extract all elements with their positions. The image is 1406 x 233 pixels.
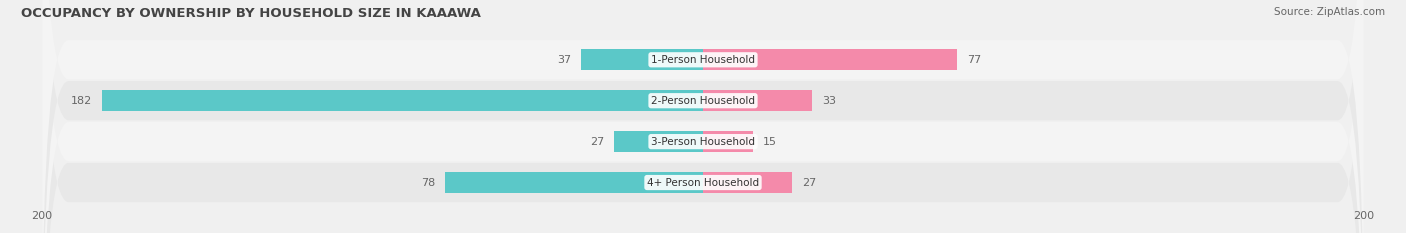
Text: 1-Person Household: 1-Person Household [651,55,755,65]
Text: 3-Person Household: 3-Person Household [651,137,755,147]
Text: 2-Person Household: 2-Person Household [651,96,755,106]
Text: 27: 27 [589,137,605,147]
Text: 15: 15 [762,137,776,147]
Bar [101,90,703,111]
Text: 33: 33 [823,96,837,106]
Bar [446,172,703,193]
FancyBboxPatch shape [42,0,1364,233]
Bar [703,172,792,193]
FancyBboxPatch shape [42,0,1364,233]
Text: 27: 27 [801,178,817,188]
Text: 4+ Person Household: 4+ Person Household [647,178,759,188]
Text: 78: 78 [422,178,436,188]
Bar [614,131,703,152]
FancyBboxPatch shape [42,0,1364,233]
FancyBboxPatch shape [42,0,1364,233]
Bar [581,49,703,70]
Bar [703,131,752,152]
Text: 37: 37 [557,55,571,65]
Bar [703,49,957,70]
Bar [703,90,813,111]
Text: OCCUPANCY BY OWNERSHIP BY HOUSEHOLD SIZE IN KAAAWA: OCCUPANCY BY OWNERSHIP BY HOUSEHOLD SIZE… [21,7,481,20]
Text: Source: ZipAtlas.com: Source: ZipAtlas.com [1274,7,1385,17]
Text: 182: 182 [70,96,91,106]
Text: 77: 77 [967,55,981,65]
